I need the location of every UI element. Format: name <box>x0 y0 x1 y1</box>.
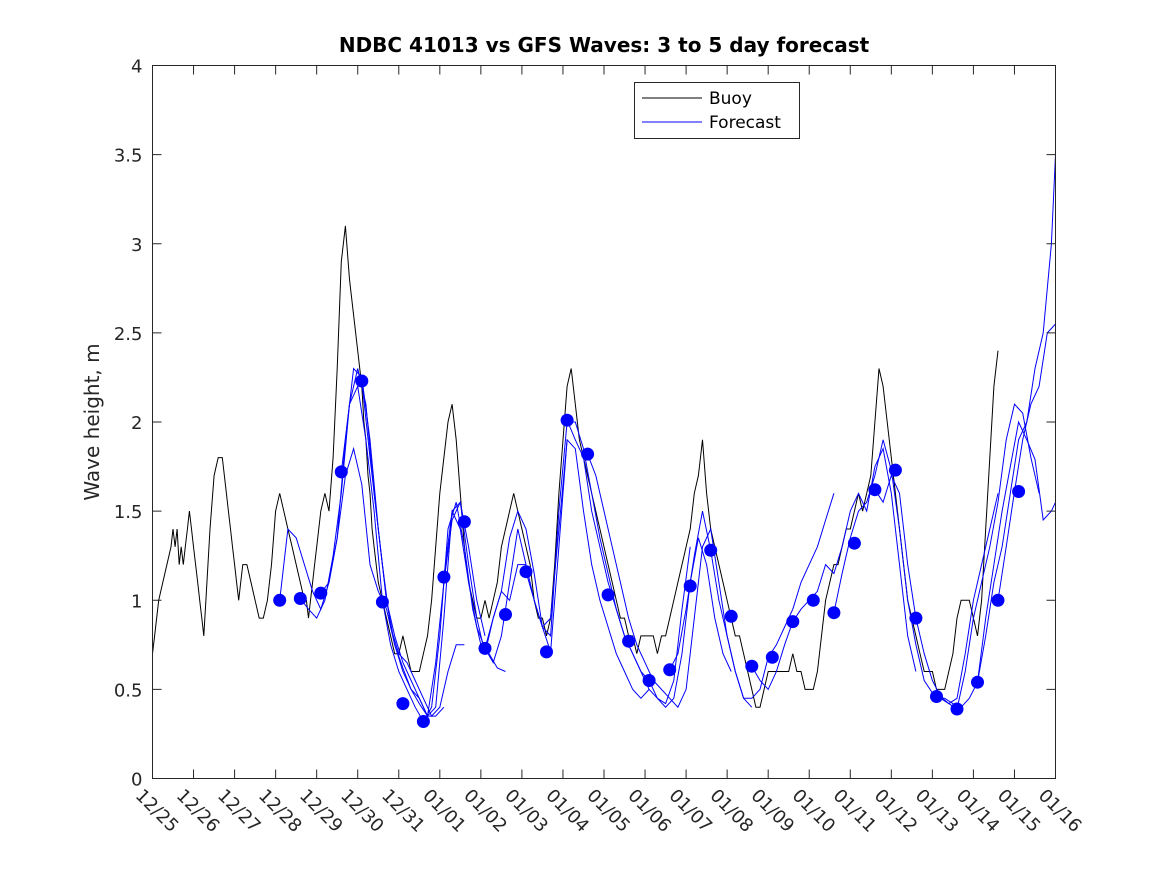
forecast-line-6 <box>484 438 650 700</box>
forecast-marker <box>786 615 800 629</box>
y-tick-label: 4 <box>131 57 142 78</box>
forecast-marker <box>888 463 902 477</box>
forecast-line-16 <box>997 323 1056 601</box>
forecast-marker <box>560 413 574 427</box>
forecast-marker <box>273 593 287 607</box>
forecast-marker <box>950 702 964 716</box>
forecast-marker <box>601 588 615 602</box>
forecast-marker <box>314 586 328 600</box>
forecast-line-15 <box>977 420 1056 683</box>
forecast-marker <box>540 645 553 659</box>
forecast-marker <box>499 608 512 621</box>
y-tick-label: 3.5 <box>114 146 143 167</box>
y-tick-label: 0 <box>131 770 142 791</box>
forecast-line-11 <box>751 447 917 691</box>
forecast-line-12 <box>833 439 999 705</box>
forecast-marker <box>827 606 841 620</box>
legend: Buoy Forecast <box>634 82 800 139</box>
series-group <box>152 154 1056 728</box>
forecast-marker <box>683 579 697 593</box>
forecast-marker <box>704 543 718 557</box>
forecast-marker <box>334 465 348 479</box>
chart-title: NDBC 41013 vs GFS Waves: 3 to 5 day fore… <box>339 33 870 57</box>
forecast-marker <box>457 515 471 529</box>
forecast-marker <box>416 715 430 728</box>
forecast-marker <box>847 536 861 550</box>
forecast-marker <box>909 611 923 625</box>
y-tick-label: 1 <box>131 591 142 612</box>
forecast-marker <box>293 592 307 605</box>
y-tick-label: 1.5 <box>114 502 143 523</box>
forecast-line-10 <box>669 493 835 699</box>
forecast-marker <box>622 634 636 648</box>
plot-content <box>152 154 1056 728</box>
y-tick-label: 3 <box>131 235 142 256</box>
y-tick-label: 0.5 <box>114 680 143 701</box>
forecast-marker <box>1012 485 1026 498</box>
legend-buoy-label: Buoy <box>709 89 752 109</box>
forecast-marker <box>806 593 820 607</box>
forecast-marker <box>519 565 533 579</box>
forecast-marker <box>971 675 984 689</box>
forecast-line-7 <box>525 421 691 705</box>
forecast-marker <box>745 659 759 673</box>
y-tick-label: 2 <box>131 413 142 434</box>
forecast-marker <box>642 674 656 687</box>
forecast-marker <box>437 570 451 584</box>
legend-box <box>634 82 800 139</box>
forecast-marker <box>724 609 738 623</box>
forecast-marker <box>991 593 1005 607</box>
forecast-marker <box>375 595 389 609</box>
forecast-line-9 <box>587 453 753 709</box>
forecast-marker <box>396 697 410 711</box>
legend-forecast-label: Forecast <box>709 113 781 133</box>
forecast-marker <box>930 690 943 703</box>
y-tick-label: 2.5 <box>114 324 143 345</box>
forecast-marker <box>355 374 369 388</box>
forecast-marker <box>765 650 779 664</box>
forecast-marker <box>581 447 595 461</box>
y-axis-label: Wave height, m <box>80 343 104 500</box>
forecast-marker <box>663 663 677 677</box>
forecast-marker <box>478 641 492 655</box>
forecast-marker <box>868 483 882 497</box>
